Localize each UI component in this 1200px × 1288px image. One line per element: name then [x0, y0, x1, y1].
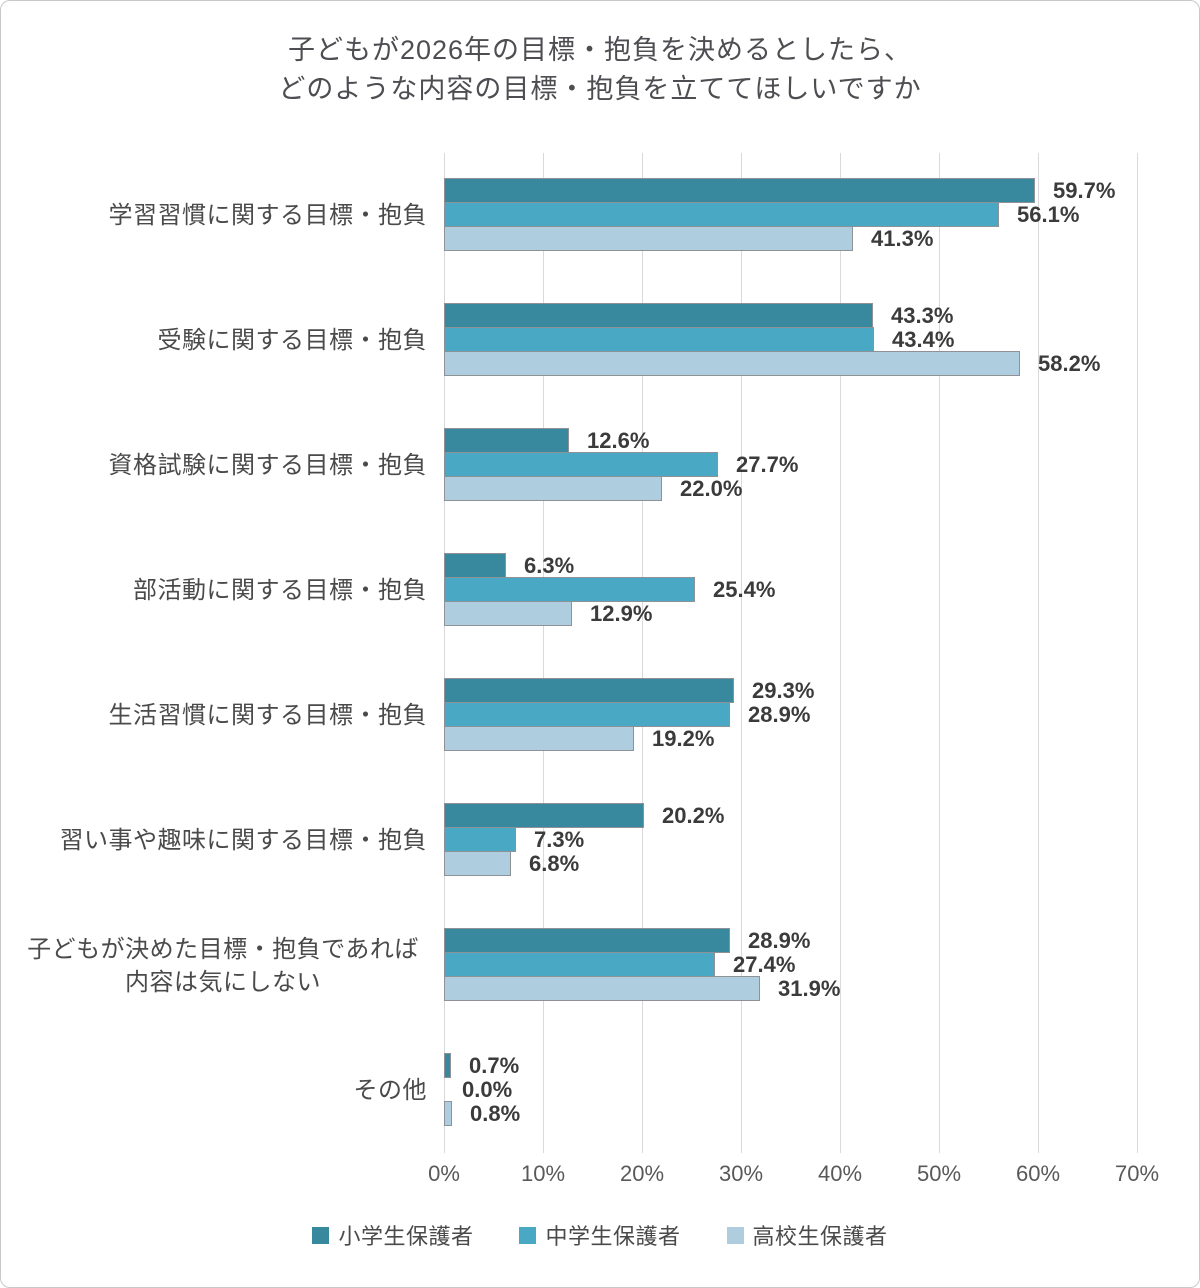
- bar-小学生保護者: [444, 303, 873, 328]
- bar-中学生保護者: [444, 202, 999, 227]
- category-label-text: 習い事や趣味に関する目標・抱負: [59, 827, 427, 854]
- bar-小学生保護者: [444, 553, 506, 578]
- gridline-60%: [1038, 153, 1039, 1153]
- value-label: 0.8%: [470, 1101, 521, 1126]
- bar-高校生保護者: [444, 851, 511, 876]
- value-label: 41.3%: [871, 226, 934, 251]
- bar-中学生保護者: [444, 702, 730, 727]
- bar-高校生保護者: [444, 601, 572, 626]
- category-label: 受験に関する目標・抱負: [19, 278, 427, 403]
- legend: 小学生保護者 中学生保護者 高校生保護者: [1, 1219, 1199, 1251]
- x-axis-tick-label: 30%: [718, 1161, 764, 1186]
- gridline-0%: [444, 153, 445, 1153]
- bar-高校生保護者: [444, 1101, 452, 1126]
- category-label-text: 部活動に関する目標・抱負: [133, 577, 427, 604]
- value-label: 43.3%: [891, 303, 954, 328]
- bar-中学生保護者: [444, 827, 516, 852]
- value-label: 25.4%: [713, 577, 776, 602]
- value-label: 27.4%: [733, 952, 796, 977]
- bar-高校生保護者: [444, 976, 760, 1001]
- value-label: 20.2%: [662, 803, 725, 828]
- chart-title-line-2: どのような内容の目標・抱負を立ててほしいですか: [278, 74, 922, 104]
- chart-title: 子どもが2026年の目標・抱負を決めるとしたら、 どのような内容の目標・抱負を立…: [1, 31, 1199, 109]
- gridline-30%: [741, 153, 742, 1153]
- value-label: 43.4%: [892, 327, 955, 352]
- value-label: 22.0%: [680, 476, 743, 501]
- value-label: 27.7%: [736, 452, 799, 477]
- value-label: 28.9%: [748, 928, 811, 953]
- category-label-text: 子どもが決めた目標・抱負であれば 内容は気にしない: [27, 935, 419, 996]
- bar-高校生保護者: [444, 726, 634, 751]
- bar-小学生保護者: [444, 1053, 451, 1078]
- value-label: 0.7%: [469, 1053, 520, 1078]
- gridline-70%: [1137, 153, 1138, 1153]
- value-label: 59.7%: [1053, 178, 1116, 203]
- legend-label: 小学生保護者: [338, 1224, 474, 1249]
- bar-中学生保護者: [444, 452, 718, 477]
- gridline-10%: [543, 153, 544, 1153]
- x-axis-tick-label: 0%: [428, 1161, 460, 1186]
- value-label: 29.3%: [752, 678, 815, 703]
- bar-小学生保護者: [444, 678, 734, 703]
- value-label: 12.9%: [590, 601, 653, 626]
- bar-中学生保護者: [444, 577, 695, 602]
- bar-中学生保護者: [444, 952, 715, 977]
- x-axis-tick-label: 70%: [1114, 1161, 1160, 1186]
- category-label: その他: [19, 1028, 427, 1153]
- bar-高校生保護者: [444, 351, 1020, 376]
- value-label: 6.8%: [529, 851, 580, 876]
- value-label: 7.3%: [534, 827, 585, 852]
- legend-swatch-icon: [726, 1226, 744, 1244]
- category-label: 習い事や趣味に関する目標・抱負: [19, 778, 427, 903]
- x-axis-tick-label: 60%: [1015, 1161, 1061, 1186]
- x-axis-tick-label: 50%: [916, 1161, 962, 1186]
- chart-title-line-1: 子どもが2026年の目標・抱負を決めるとしたら、: [287, 35, 913, 65]
- category-label-text: 受験に関する目標・抱負: [157, 327, 427, 354]
- value-label: 31.9%: [778, 976, 841, 1001]
- legend-item-高校生保護者: 高校生保護者: [726, 1219, 888, 1251]
- legend-swatch-icon: [519, 1226, 537, 1244]
- x-axis-tick-label: 20%: [619, 1161, 665, 1186]
- bar-小学生保護者: [444, 928, 730, 953]
- legend-label: 中学生保護者: [545, 1224, 681, 1249]
- bar-小学生保護者: [444, 803, 644, 828]
- category-label: 子どもが決めた目標・抱負であれば 内容は気にしない: [19, 903, 427, 1028]
- bar-高校生保護者: [444, 226, 853, 251]
- gridline-40%: [840, 153, 841, 1153]
- category-label-text: 資格試験に関する目標・抱負: [108, 452, 427, 479]
- category-label-text: 生活習慣に関する目標・抱負: [108, 702, 427, 729]
- bar-中学生保護者: [444, 327, 874, 352]
- bar-高校生保護者: [444, 476, 662, 501]
- x-axis-tick-label: 10%: [520, 1161, 566, 1186]
- category-label: 部活動に関する目標・抱負: [19, 528, 427, 653]
- x-axis-tick-label: 40%: [817, 1161, 863, 1186]
- value-label: 12.6%: [587, 428, 650, 453]
- value-label: 28.9%: [748, 702, 811, 727]
- legend-item-中学生保護者: 中学生保護者: [519, 1219, 680, 1251]
- category-label: 生活習慣に関する目標・抱負: [19, 653, 427, 778]
- gridline-20%: [642, 153, 643, 1153]
- legend-item-小学生保護者: 小学生保護者: [312, 1219, 473, 1251]
- value-label: 19.2%: [652, 726, 715, 751]
- category-label: 学習習慣に関する目標・抱負: [19, 153, 427, 278]
- value-label: 0.0%: [462, 1077, 513, 1102]
- value-label: 6.3%: [524, 553, 575, 578]
- value-label: 58.2%: [1038, 351, 1101, 376]
- value-label: 56.1%: [1017, 202, 1080, 227]
- category-label-text: その他: [353, 1077, 427, 1104]
- bar-小学生保護者: [444, 428, 569, 453]
- category-label: 資格試験に関する目標・抱負: [19, 403, 427, 528]
- bar-小学生保護者: [444, 178, 1035, 203]
- category-label-text: 学習習慣に関する目標・抱負: [108, 202, 427, 229]
- gridline-50%: [939, 153, 940, 1153]
- legend-label: 高校生保護者: [752, 1224, 888, 1249]
- legend-swatch-icon: [312, 1226, 330, 1244]
